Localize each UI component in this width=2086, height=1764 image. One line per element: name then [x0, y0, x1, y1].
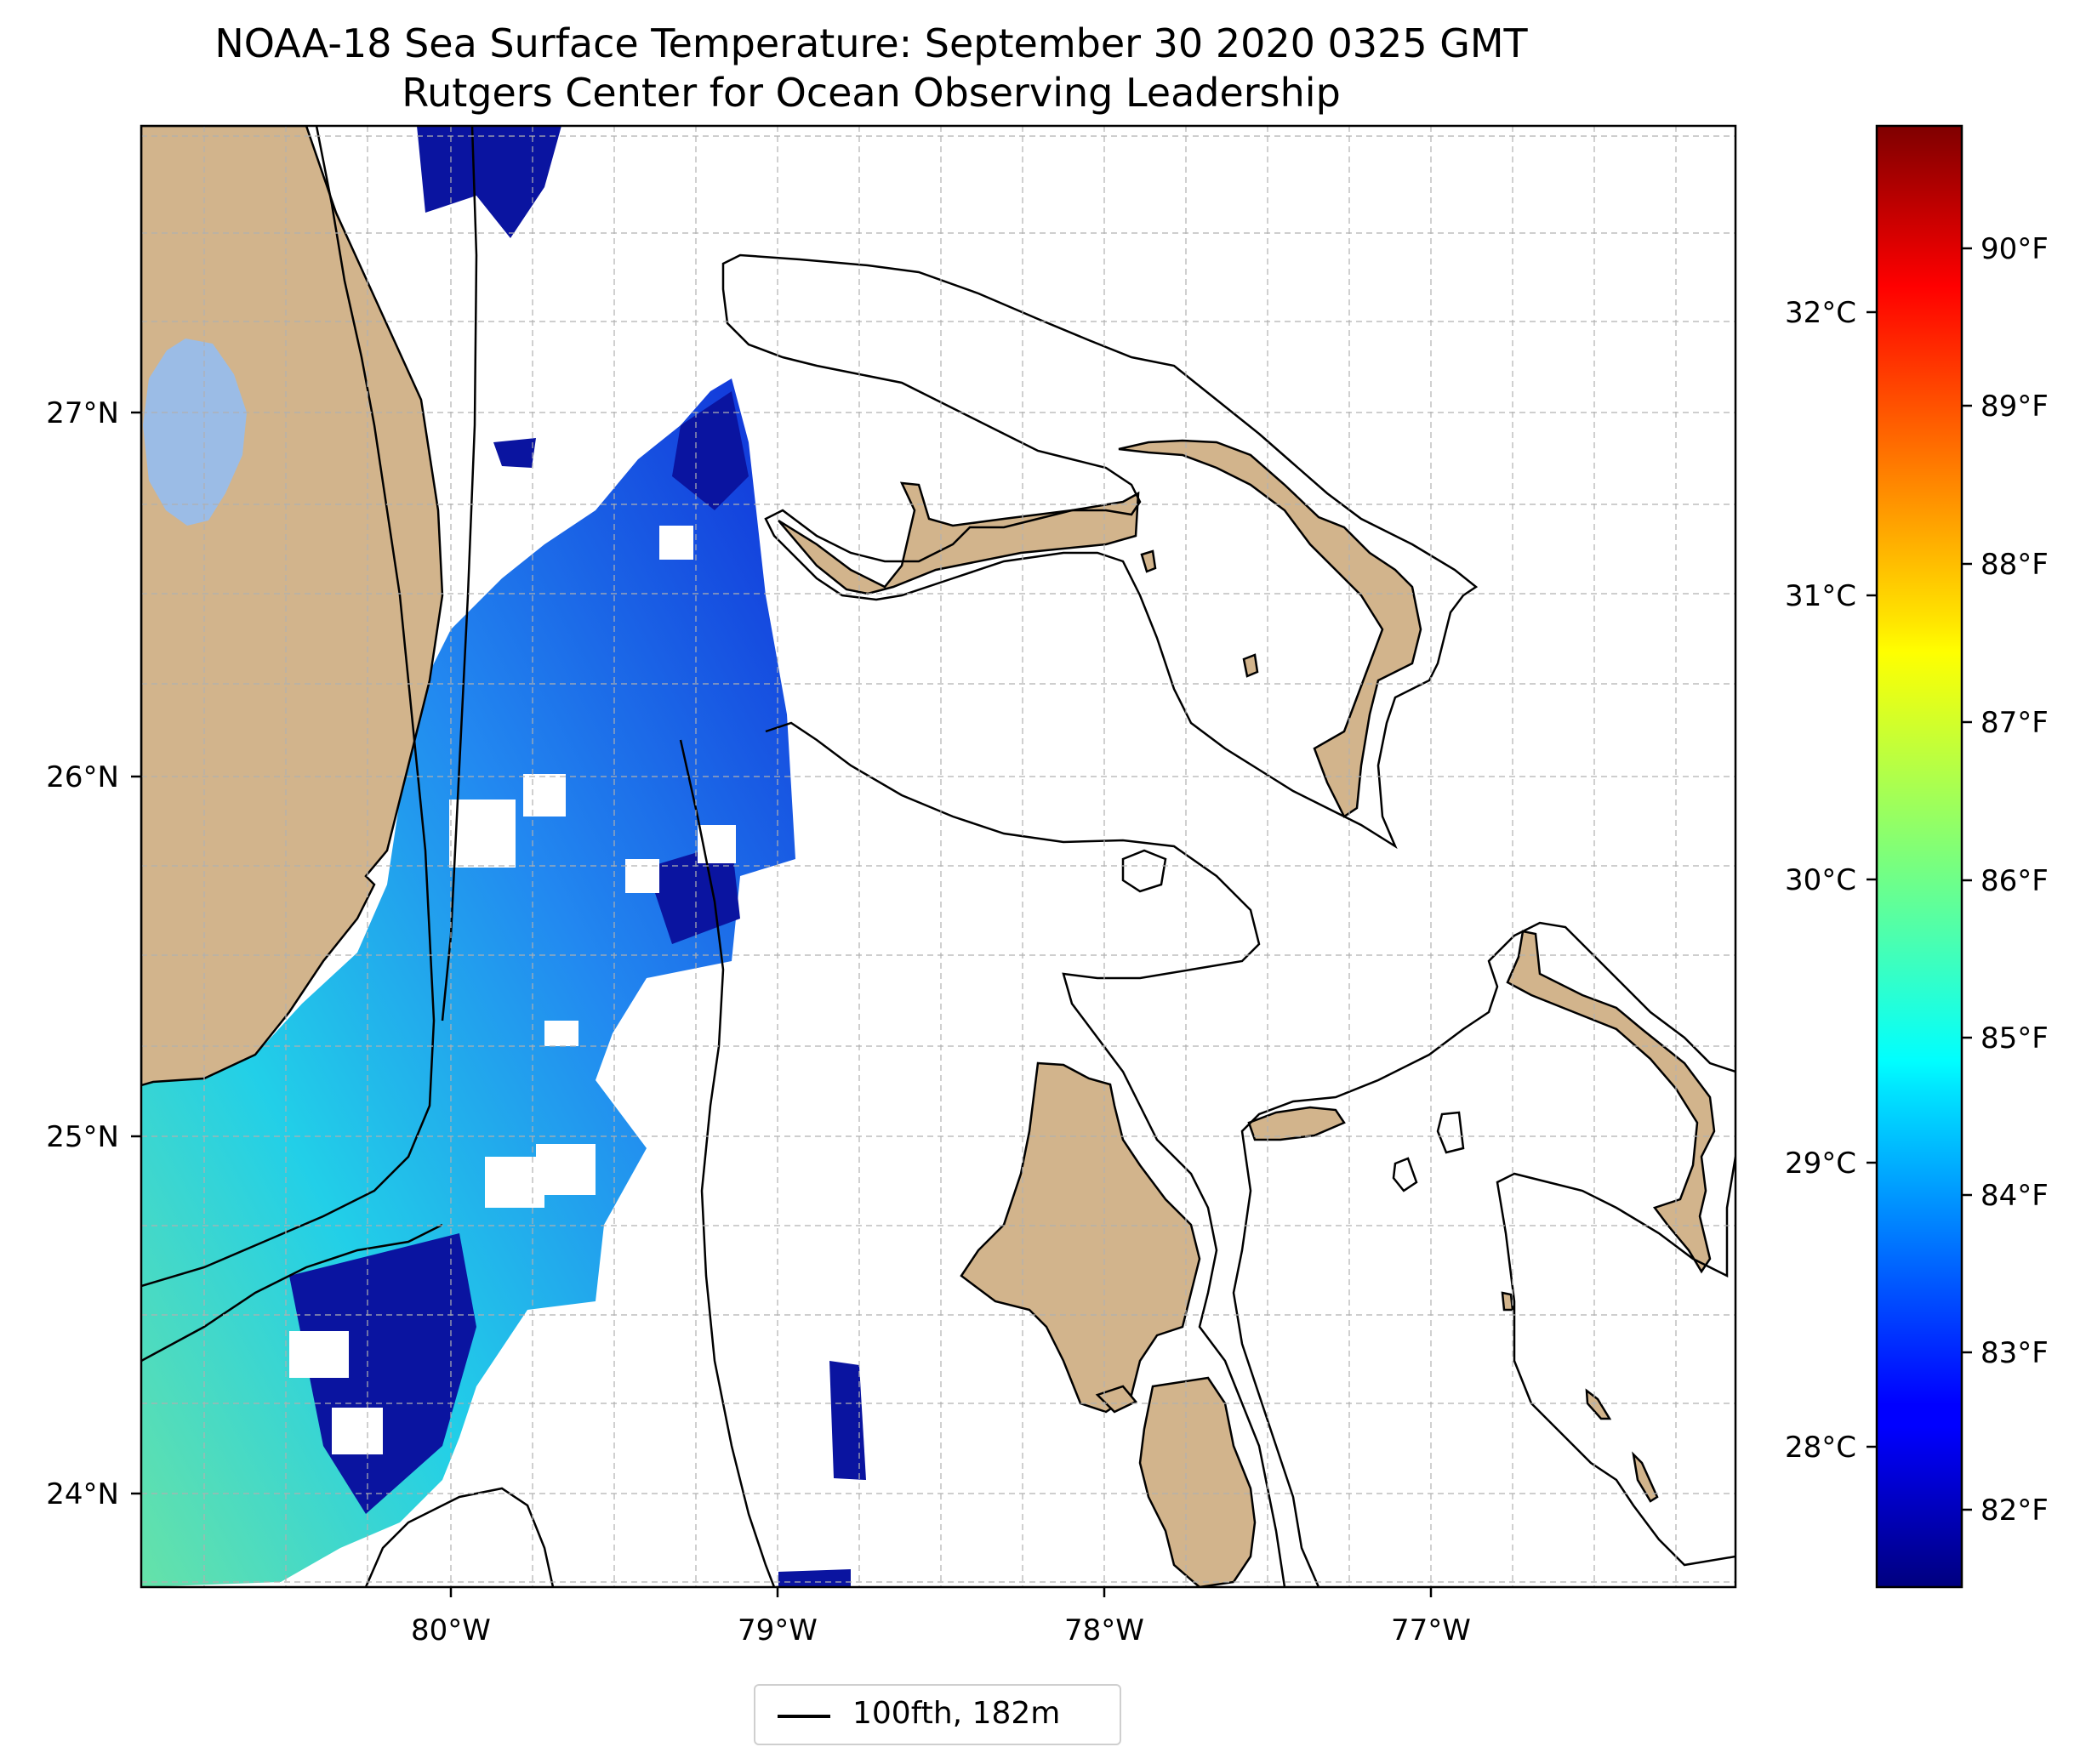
fahrenheit-tick-label: 82°F [1981, 1494, 2049, 1528]
fahrenheit-tick-label: 84°F [1981, 1179, 2049, 1213]
colorbar: 82°F 83°F 84°F 85°F 86°F 87°F 88°F 89°F … [1785, 124, 2049, 1589]
legend-line-swatch [778, 1715, 830, 1718]
grid-lines [141, 126, 1735, 1587]
small-cay-4 [1585, 1388, 1612, 1420]
eleuthera-island [1506, 930, 1716, 1274]
axis-ticks [131, 411, 1433, 1597]
celsius-tick-label: 31°C [1785, 579, 1856, 613]
contour-channel [679, 739, 776, 1587]
lat-tick-label: 25°N [46, 1120, 119, 1154]
contour-cuba-north [364, 1487, 555, 1587]
contour-little-bahama-bank [721, 253, 1479, 850]
fahrenheit-tick-label: 88°F [1981, 548, 2049, 582]
contour-islet-3 [1392, 1157, 1418, 1192]
andros-island [960, 1061, 1201, 1414]
legend: 100fth, 182m [754, 1684, 1121, 1745]
contour-florida-keys [141, 1223, 443, 1363]
celsius-tick-label: 32°C [1785, 296, 1856, 330]
sst-data-gaps [289, 526, 736, 1454]
lake-okeechobee [143, 339, 247, 526]
map-plot-area [141, 126, 1735, 1587]
map-title: NOAA-18 Sea Surface Temperature: Septemb… [0, 19, 1742, 117]
lat-tick-labels: 27°N 26°N 25°N 24°N [46, 396, 119, 1511]
new-providence-island [1247, 1106, 1346, 1141]
fahrenheit-tick-label: 87°F [1981, 706, 2049, 740]
sst-fragment-top [417, 126, 561, 238]
sst-fragment-small-2 [829, 1361, 866, 1480]
fahrenheit-tick-label: 90°F [1981, 232, 2049, 266]
contour-florida-shelf [141, 126, 436, 1288]
fahrenheit-tick-label: 89°F [1981, 390, 2049, 424]
contour-islet-1 [1121, 849, 1167, 893]
fahrenheit-tick-label: 85°F [1981, 1021, 2049, 1056]
lon-tick-label: 79°W [738, 1613, 818, 1647]
colorbar-fahrenheit-labels: 82°F 83°F 84°F 85°F 86°F 87°F 88°F 89°F … [1981, 232, 2049, 1528]
legend-label: 100fth, 182m [852, 1696, 1061, 1731]
celsius-tick-label: 30°C [1785, 863, 1856, 897]
small-cay-5 [1632, 1451, 1659, 1503]
fahrenheit-tick-label: 86°F [1981, 864, 2049, 898]
lon-tick-labels: 80°W 79°W 78°W 77°W [411, 1613, 1471, 1647]
title-line-1: NOAA-18 Sea Surface Temperature: Septemb… [214, 20, 1528, 66]
celsius-tick-label: 29°C [1785, 1147, 1856, 1181]
lon-tick-label: 77°W [1391, 1613, 1471, 1647]
celsius-tick-label: 28°C [1785, 1431, 1856, 1465]
sst-fragment-small-1 [493, 438, 536, 468]
map-frame [140, 124, 1737, 1589]
andros-cay [1095, 1385, 1137, 1414]
small-cay-3 [1501, 1291, 1514, 1312]
contour-great-bahama-bank-west [765, 721, 1286, 1587]
lat-tick-label: 24°N [46, 1477, 119, 1511]
sst-data-layer [141, 126, 866, 1587]
lat-tick-label: 26°N [46, 760, 119, 794]
contour-exuma-sound [1496, 1156, 1735, 1567]
colorbar-gradient [1875, 124, 1963, 1589]
contour-tongue-of-ocean [1232, 921, 1735, 1587]
depth-contours [141, 126, 1735, 1587]
lon-tick-label: 78°W [1064, 1613, 1144, 1647]
small-cay-2 [1242, 653, 1259, 678]
contour-islet-2 [1436, 1111, 1465, 1154]
lon-tick-label: 80°W [411, 1613, 491, 1647]
sst-fragment-bottom [778, 1569, 851, 1587]
fahrenheit-tick-label: 83°F [1981, 1336, 2049, 1370]
small-cay-1 [1140, 549, 1157, 573]
lat-tick-label: 27°N [46, 396, 119, 430]
colorbar-celsius-labels: 28°C 29°C 30°C 31°C 32°C [1785, 296, 1856, 1465]
colorbar-ticks [1867, 247, 1972, 1511]
title-line-2: Rutgers Center for Ocean Observing Leade… [402, 70, 1341, 116]
abaco-island [1118, 439, 1422, 818]
andros-south [1138, 1376, 1257, 1587]
sst-cold-upper [672, 391, 749, 510]
